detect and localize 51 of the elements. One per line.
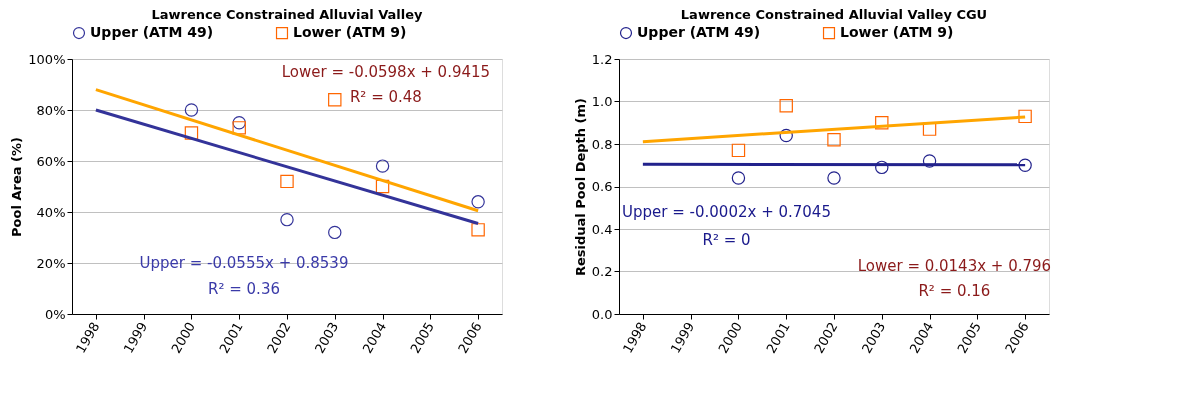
- point: [184, 126, 199, 140]
- point: [731, 143, 746, 158]
- point: [328, 225, 342, 240]
- point: [1018, 109, 1032, 124]
- point: [922, 154, 937, 168]
- y-tick-label: 0%: [44, 306, 66, 322]
- point: [375, 159, 390, 173]
- legend-label: Lower (ATM 9): [840, 24, 954, 41]
- point: [1018, 158, 1032, 172]
- y-tick-label: 60%: [36, 153, 66, 169]
- chart-title: Lawrence Constrained Alluvial Valley CGU: [680, 7, 988, 22]
- point: [232, 121, 246, 135]
- legend-label: Lower (ATM 9): [293, 24, 407, 41]
- legend-label: Upper (ATM 49): [90, 24, 214, 41]
- point: [827, 171, 841, 185]
- y-tick-label: 100%: [28, 51, 66, 67]
- annotation: Lower = -0.0598x + 0.9415: [281, 62, 491, 81]
- point: [280, 174, 294, 189]
- chart-title: Lawrence Constrained Alluvial Valley: [151, 7, 424, 22]
- point: [232, 116, 246, 130]
- y-tick-label: 40%: [36, 204, 66, 220]
- point: [875, 160, 889, 175]
- point: [471, 195, 485, 209]
- annotation: Upper = -0.0002x + 0.7045: [622, 203, 831, 221]
- annotation: Lower = 0.0143x + 0.796: [857, 256, 1052, 275]
- legend-label: Upper (ATM 49): [637, 24, 761, 41]
- point: [779, 99, 793, 113]
- annotation: R² = 0.48: [349, 88, 422, 107]
- annotation: R² = 0.16: [918, 282, 991, 301]
- annotation: R² = 0.36: [208, 279, 280, 298]
- point: [875, 116, 889, 130]
- y-tick-label: 0.4: [591, 221, 613, 237]
- y-tick-label: 0.2: [591, 264, 613, 279]
- point: [731, 171, 746, 185]
- annotation: Upper = -0.0555x + 0.8539: [139, 254, 349, 272]
- point: [779, 128, 793, 143]
- point: [328, 93, 342, 107]
- y-tick-label: 1.0: [591, 94, 613, 109]
- y-tick-label: 0.8: [591, 136, 613, 152]
- y-tick-label: 0.6: [591, 179, 613, 194]
- y-axis-title: Pool Area (%): [9, 137, 25, 237]
- y-tick-label: 20%: [36, 255, 66, 271]
- y-tick-label: 80%: [36, 102, 66, 118]
- y-axis-title: Residual Pool Depth (m): [572, 97, 588, 277]
- point: [827, 133, 841, 147]
- annotation: R² = 0: [702, 231, 751, 250]
- point: [184, 103, 199, 117]
- point: [280, 212, 294, 227]
- y-tick-label: 0.0: [591, 306, 613, 322]
- y-tick-label: 1.2: [591, 51, 613, 67]
- point: [471, 223, 485, 237]
